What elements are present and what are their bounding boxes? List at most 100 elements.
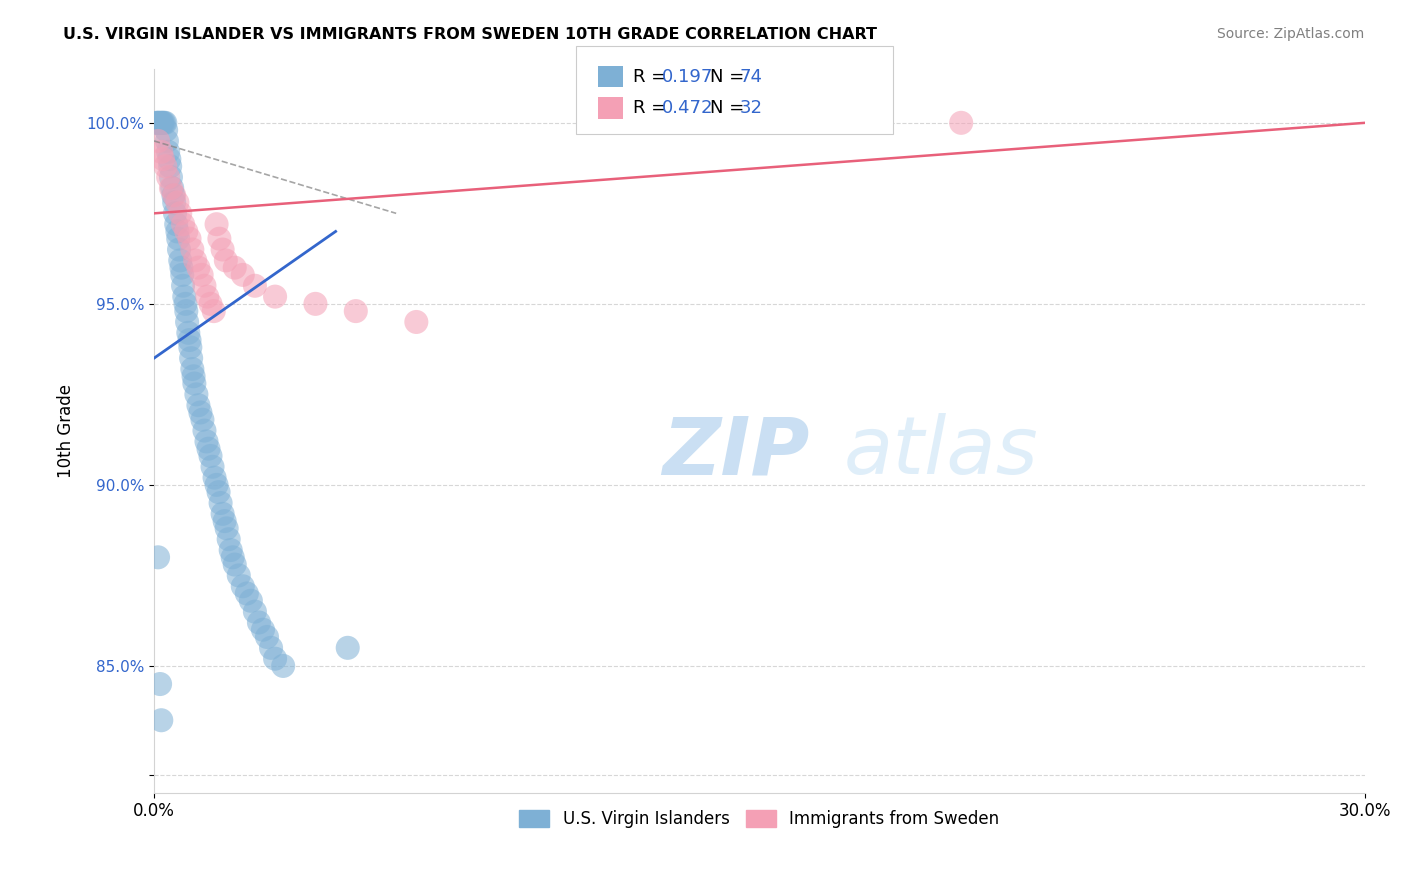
Point [148,116,170,130]
Point [163,195,186,210]
Point [264,290,287,304]
Point [157,145,180,159]
Point [172,217,194,231]
Point [211,243,233,257]
Point [169,253,191,268]
Point [166,195,188,210]
Point [160,181,183,195]
Point [179,333,201,347]
Point [247,615,270,630]
Point [214,514,236,528]
Point [146,550,169,565]
Point [344,304,367,318]
Point [195,290,218,304]
Point [146,116,169,130]
Point [152,116,174,130]
Point [157,152,180,166]
Point [149,116,172,130]
Y-axis label: 10th Grade: 10th Grade [58,384,75,477]
Point [184,253,207,268]
Point [224,260,246,275]
Point [200,297,222,311]
Point [197,442,219,456]
Point [150,116,173,130]
Point [152,152,174,166]
Point [222,550,245,565]
Point [218,532,240,546]
Point [163,188,186,202]
Point [256,630,278,644]
Point [163,206,186,220]
Point [228,568,250,582]
Legend: U.S. Virgin Islanders, Immigrants from Sweden: U.S. Virgin Islanders, Immigrants from S… [513,804,1007,835]
Point [170,260,193,275]
Point [183,376,205,391]
Point [950,116,973,130]
Point [264,651,287,665]
Point [169,206,191,220]
Text: 74: 74 [740,68,762,86]
Text: 32: 32 [740,99,762,117]
Point [179,232,201,246]
Point [149,677,172,691]
Text: R =: R = [633,68,672,86]
Point [166,224,188,238]
Point [190,268,212,282]
Point [160,170,183,185]
Point [181,362,204,376]
Point [167,232,190,246]
Point [176,304,198,318]
Point [304,297,326,311]
Text: Source: ZipAtlas.com: Source: ZipAtlas.com [1216,27,1364,41]
Point [205,478,228,492]
Point [155,116,177,130]
Point [219,543,242,558]
Point [146,116,169,130]
Point [252,623,274,637]
Point [336,640,359,655]
Point [209,496,232,510]
Point [187,260,209,275]
Point [224,558,246,572]
Point [243,278,266,293]
Point [150,713,173,727]
Point [176,224,198,238]
Point [232,268,254,282]
Point [150,116,173,130]
Point [190,405,212,419]
Point [191,413,214,427]
Point [145,116,167,130]
Point [195,434,218,449]
Point [150,145,173,159]
Point [157,170,180,185]
Point [204,470,226,484]
Point [146,134,169,148]
Point [193,424,215,438]
Point [162,188,184,202]
Text: U.S. VIRGIN ISLANDER VS IMMIGRANTS FROM SWEDEN 10TH GRADE CORRELATION CHART: U.S. VIRGIN ISLANDER VS IMMIGRANTS FROM … [63,27,877,42]
Point [160,181,183,195]
Point [405,315,427,329]
Point [211,507,233,521]
Text: N =: N = [710,99,749,117]
Text: 0.472: 0.472 [662,99,714,117]
Text: atlas: atlas [844,413,1039,491]
Point [202,304,225,318]
Point [159,159,181,173]
Point [183,369,205,384]
Text: 0.197: 0.197 [662,68,714,86]
Point [200,449,222,463]
Point [243,605,266,619]
Text: R =: R = [633,99,672,117]
Point [172,278,194,293]
Point [176,315,198,329]
Point [180,351,202,366]
Point [165,217,187,231]
Point [172,268,194,282]
Point [193,278,215,293]
Point [177,326,200,340]
Point [156,134,179,148]
Point [179,340,201,354]
Point [181,243,204,257]
Point [155,159,177,173]
